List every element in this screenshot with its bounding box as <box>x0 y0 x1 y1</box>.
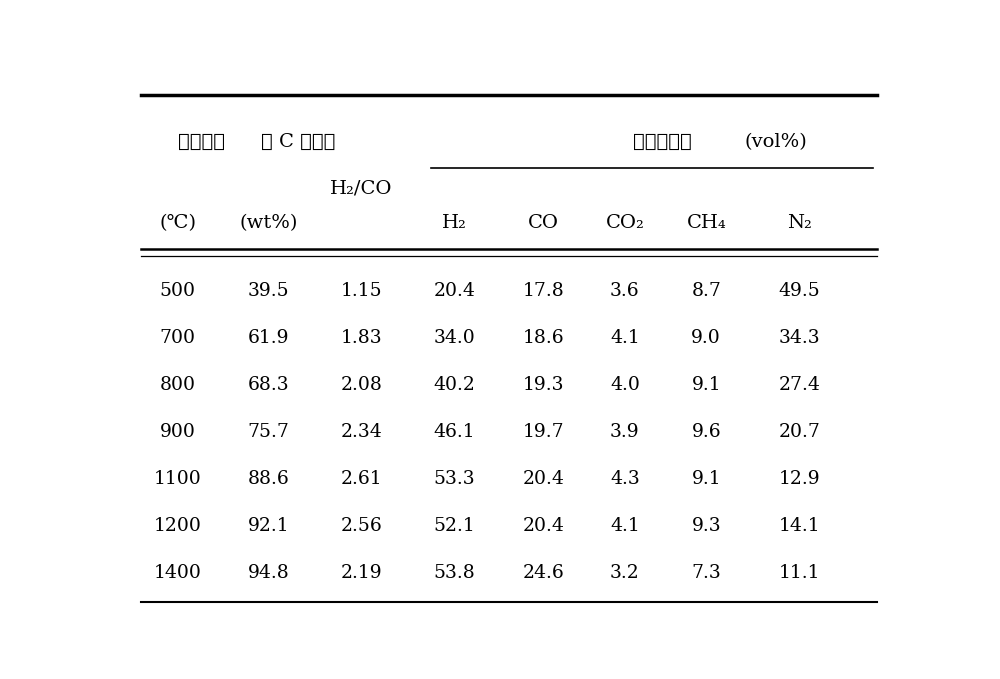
Text: 53.8: 53.8 <box>434 564 475 582</box>
Text: 2.08: 2.08 <box>340 375 382 394</box>
Text: 2.34: 2.34 <box>340 423 382 441</box>
Text: 合成气组成: 合成气组成 <box>633 132 691 151</box>
Text: 34.3: 34.3 <box>778 329 820 347</box>
Text: 3.2: 3.2 <box>610 564 640 582</box>
Text: 18.6: 18.6 <box>523 329 564 347</box>
Text: 19.7: 19.7 <box>523 423 564 441</box>
Text: 52.1: 52.1 <box>434 517 475 535</box>
Text: 68.3: 68.3 <box>248 375 289 394</box>
Text: 46.1: 46.1 <box>434 423 475 441</box>
Text: 20.4: 20.4 <box>523 470 564 488</box>
Text: 500: 500 <box>160 282 196 299</box>
Text: 1400: 1400 <box>154 564 202 582</box>
Text: 20.7: 20.7 <box>778 423 820 441</box>
Text: 总 C 转化率: 总 C 转化率 <box>261 132 335 151</box>
Text: (wt%): (wt%) <box>239 214 298 232</box>
Text: 88.6: 88.6 <box>248 470 289 488</box>
Text: 4.3: 4.3 <box>610 470 640 488</box>
Text: 20.4: 20.4 <box>523 517 564 535</box>
Text: 34.0: 34.0 <box>434 329 475 347</box>
Text: 9.6: 9.6 <box>691 423 721 441</box>
Text: 1100: 1100 <box>154 470 202 488</box>
Text: 4.1: 4.1 <box>610 329 640 347</box>
Text: (℃): (℃) <box>159 214 196 232</box>
Text: 7.3: 7.3 <box>691 564 721 582</box>
Text: CH₄: CH₄ <box>686 214 726 232</box>
Text: 1.83: 1.83 <box>341 329 382 347</box>
Text: (vol%): (vol%) <box>745 132 808 151</box>
Text: 4.1: 4.1 <box>610 517 640 535</box>
Text: CO: CO <box>528 214 559 232</box>
Text: 53.3: 53.3 <box>434 470 475 488</box>
Text: 49.5: 49.5 <box>778 282 820 299</box>
Text: 3.9: 3.9 <box>610 423 640 441</box>
Text: 20.4: 20.4 <box>433 282 475 299</box>
Text: 3.6: 3.6 <box>610 282 640 299</box>
Text: 19.3: 19.3 <box>523 375 564 394</box>
Text: 92.1: 92.1 <box>248 517 289 535</box>
Text: 9.1: 9.1 <box>691 470 721 488</box>
Text: 气化温度: 气化温度 <box>178 132 225 151</box>
Text: 4.0: 4.0 <box>610 375 640 394</box>
Text: 8.7: 8.7 <box>691 282 721 299</box>
Text: 2.56: 2.56 <box>340 517 382 535</box>
Text: 9.3: 9.3 <box>691 517 721 535</box>
Text: 94.8: 94.8 <box>248 564 289 582</box>
Text: 9.0: 9.0 <box>691 329 721 347</box>
Text: 27.4: 27.4 <box>778 375 820 394</box>
Text: 2.61: 2.61 <box>341 470 382 488</box>
Text: 9.1: 9.1 <box>691 375 721 394</box>
Text: 900: 900 <box>160 423 196 441</box>
Text: 39.5: 39.5 <box>248 282 289 299</box>
Text: 75.7: 75.7 <box>247 423 289 441</box>
Text: 800: 800 <box>160 375 196 394</box>
Text: 1200: 1200 <box>154 517 202 535</box>
Text: 24.6: 24.6 <box>523 564 564 582</box>
Text: 17.8: 17.8 <box>523 282 564 299</box>
Text: 1.15: 1.15 <box>341 282 382 299</box>
Text: H₂: H₂ <box>442 214 467 232</box>
Text: CO₂: CO₂ <box>605 214 644 232</box>
Text: 2.19: 2.19 <box>341 564 382 582</box>
Text: 11.1: 11.1 <box>778 564 820 582</box>
Text: 61.9: 61.9 <box>248 329 289 347</box>
Text: 700: 700 <box>160 329 196 347</box>
Text: 12.9: 12.9 <box>778 470 820 488</box>
Text: H₂/CO: H₂/CO <box>330 180 393 198</box>
Text: 14.1: 14.1 <box>778 517 820 535</box>
Text: N₂: N₂ <box>787 214 812 232</box>
Text: 40.2: 40.2 <box>433 375 475 394</box>
